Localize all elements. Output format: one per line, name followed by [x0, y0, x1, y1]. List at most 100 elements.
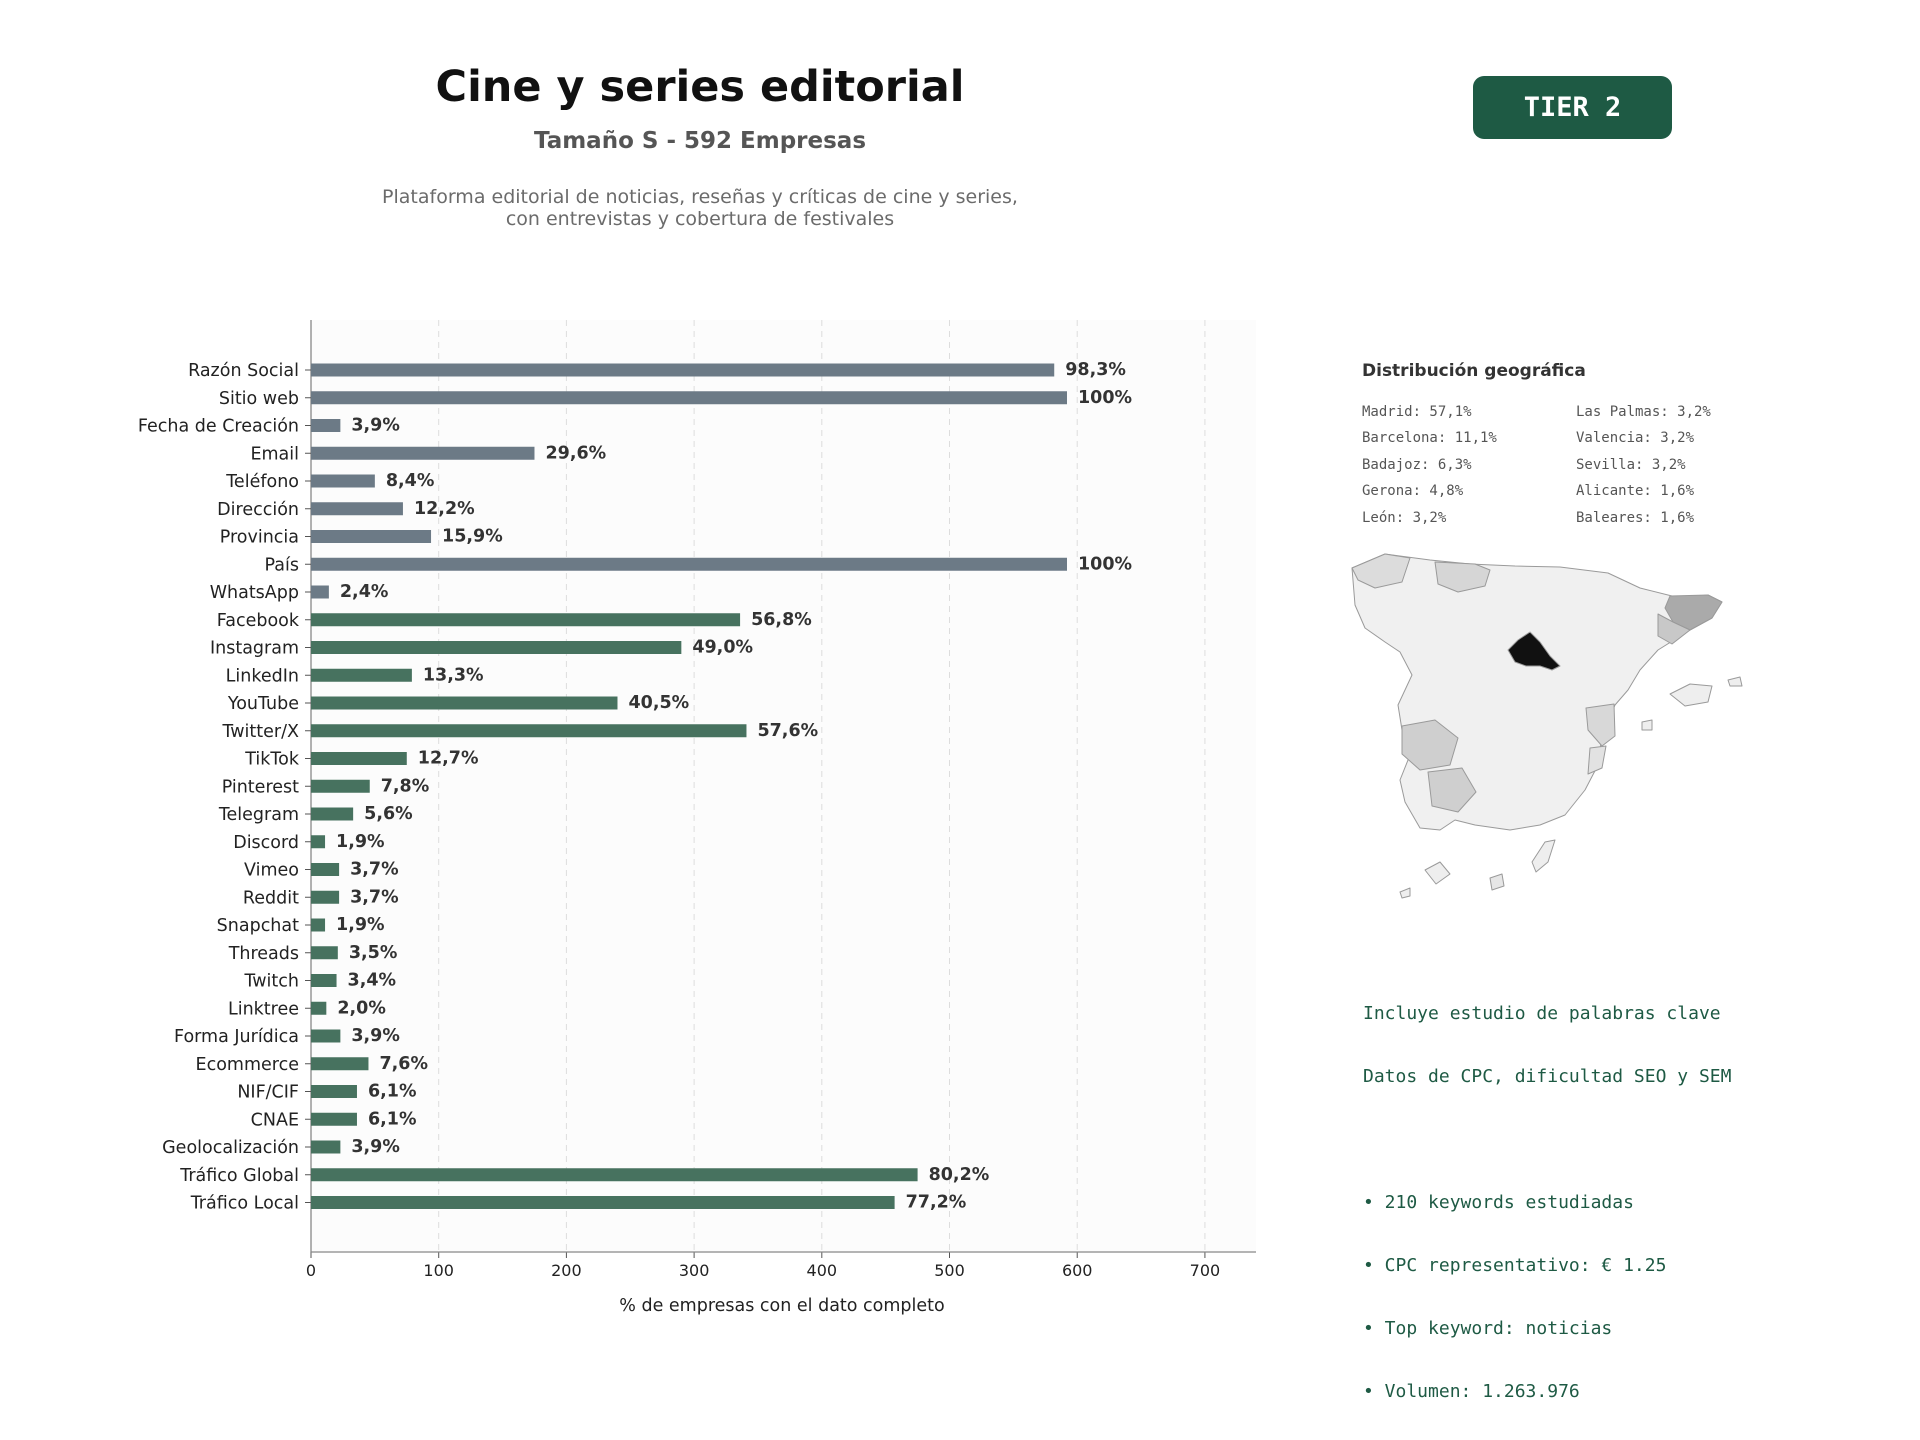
- bar: [311, 364, 1054, 377]
- value-label: 8,4%: [386, 471, 435, 491]
- category-label: Geolocalización: [162, 1138, 299, 1158]
- bar: [311, 891, 339, 904]
- x-tick-label: 700: [1190, 1261, 1221, 1280]
- category-label: Twitch: [243, 972, 299, 992]
- category-label: Reddit: [243, 888, 299, 908]
- bar: [311, 558, 1067, 571]
- category-label: Teléfono: [225, 472, 299, 492]
- value-label: 3,5%: [349, 943, 398, 963]
- x-tick-label: 0: [306, 1261, 316, 1280]
- category-label: Threads: [228, 944, 299, 964]
- value-label: 56,8%: [751, 610, 812, 630]
- value-label: 3,4%: [348, 971, 397, 991]
- bar: [311, 530, 431, 543]
- category-label: Dirección: [217, 500, 299, 520]
- seo-info: Incluye estudio de palabras clave Datos …: [1363, 961, 1731, 1423]
- bar: [311, 475, 375, 488]
- value-label: 77,2%: [906, 1193, 967, 1213]
- map-canary-islands-small: [1400, 888, 1410, 898]
- bar: [311, 752, 407, 765]
- seo-bullet: • Top keyword: noticias: [1363, 1318, 1731, 1339]
- x-tick-label: 500: [934, 1261, 965, 1280]
- category-label: País: [265, 555, 299, 575]
- value-label: 7,8%: [381, 776, 430, 796]
- x-tick-label: 100: [423, 1261, 454, 1280]
- category-label: Facebook: [217, 611, 300, 631]
- x-tick-label: 600: [1062, 1261, 1093, 1280]
- value-label: 5,6%: [364, 804, 413, 824]
- category-label: YouTube: [227, 694, 299, 714]
- x-tick-label: 400: [807, 1261, 838, 1280]
- geo-title: Distribución geográfica: [1362, 361, 1586, 381]
- category-label: Pinterest: [222, 777, 299, 797]
- category-label: Tráfico Global: [179, 1166, 299, 1186]
- geo-item: Madrid: 57,1%: [1362, 399, 1497, 425]
- map-mainland: [1352, 554, 1722, 830]
- category-label: Snapchat: [217, 916, 299, 936]
- bar: [311, 780, 370, 793]
- geo-item: Barcelona: 11,1%: [1362, 425, 1497, 451]
- category-label: Vimeo: [244, 861, 299, 881]
- bar: [311, 1030, 340, 1043]
- bar: [311, 586, 329, 599]
- bar: [311, 419, 340, 432]
- bar: [311, 613, 740, 626]
- category-label: NIF/CIF: [237, 1083, 299, 1103]
- value-label: 7,6%: [379, 1054, 428, 1074]
- seo-bullet: • Volumen: 1.263.976: [1363, 1381, 1731, 1402]
- value-label: 2,0%: [337, 998, 386, 1018]
- seo-intro-line: Incluye estudio de palabras clave: [1363, 1003, 1731, 1024]
- geo-item: León: 3,2%: [1362, 505, 1497, 531]
- bar: [311, 1168, 918, 1181]
- value-label: 6,1%: [368, 1082, 417, 1102]
- bar: [311, 863, 339, 876]
- bar: [311, 1113, 357, 1126]
- bar: [311, 1057, 368, 1070]
- seo-intro-line: Datos de CPC, dificultad SEO y SEM: [1363, 1066, 1731, 1087]
- category-label: Twitter/X: [221, 722, 299, 742]
- bar: [311, 641, 681, 654]
- category-label: Forma Jurídica: [174, 1027, 299, 1047]
- category-label: Ecommerce: [196, 1055, 299, 1075]
- bar: [311, 1141, 340, 1154]
- value-label: 3,9%: [351, 416, 400, 436]
- category-label: Instagram: [210, 639, 299, 659]
- value-label: 3,7%: [350, 860, 399, 880]
- category-label: Telegram: [218, 805, 299, 825]
- map-region-alicante: [1588, 746, 1606, 774]
- value-label: 2,4%: [340, 582, 389, 602]
- category-label: Sitio web: [219, 389, 299, 409]
- category-label: LinkedIn: [226, 666, 299, 686]
- bar: [311, 974, 337, 987]
- map-ibiza: [1642, 720, 1652, 730]
- category-label: Fecha de Creación: [138, 417, 299, 437]
- value-label: 80,2%: [929, 1165, 990, 1185]
- value-label: 29,6%: [545, 443, 606, 463]
- value-label: 1,9%: [336, 832, 385, 852]
- plot-background: [311, 320, 1256, 1252]
- x-tick-label: 200: [551, 1261, 582, 1280]
- category-label: Email: [250, 444, 299, 464]
- tier-badge: TIER 2: [1473, 76, 1672, 139]
- x-axis-label: % de empresas con el dato completo: [619, 1296, 944, 1316]
- bar: [311, 391, 1067, 404]
- spain-map: [1340, 540, 1860, 910]
- geo-item: Gerona: 4,8%: [1362, 478, 1497, 504]
- value-label: 3,7%: [350, 887, 399, 907]
- value-label: 100%: [1078, 554, 1132, 574]
- category-label: TikTok: [244, 750, 300, 770]
- geo-item: Sevilla: 3,2%: [1576, 452, 1711, 478]
- x-tick-label: 300: [679, 1261, 710, 1280]
- geo-item: Valencia: 3,2%: [1576, 425, 1711, 451]
- category-label: Linktree: [228, 999, 299, 1019]
- map-canary-islands-west: [1425, 862, 1450, 884]
- category-label: Discord: [233, 833, 299, 853]
- bar: [311, 447, 534, 460]
- value-label: 3,9%: [351, 1137, 400, 1157]
- bar: [311, 724, 746, 737]
- map-canary-islands-center: [1490, 874, 1504, 890]
- value-label: 98,3%: [1065, 360, 1126, 380]
- value-label: 15,9%: [442, 527, 503, 547]
- bar: [311, 946, 338, 959]
- bar: [311, 697, 617, 710]
